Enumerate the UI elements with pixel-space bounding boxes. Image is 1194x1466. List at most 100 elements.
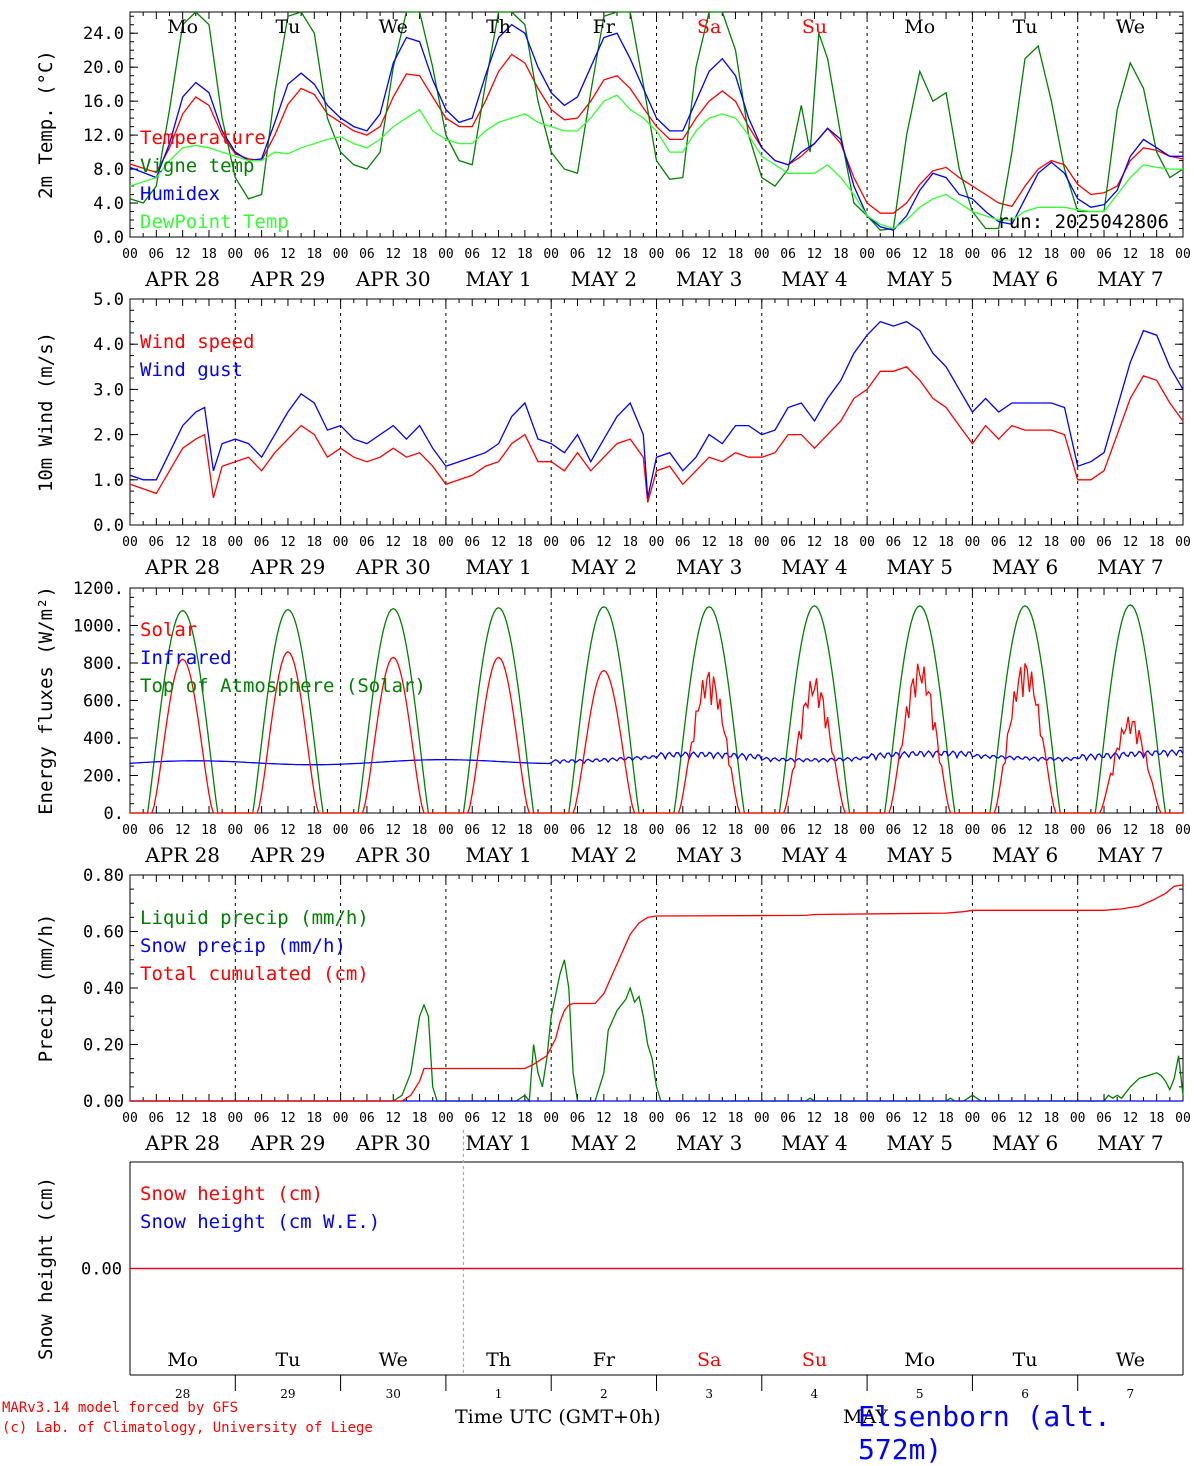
run-annotation: run: 2025042806 <box>997 211 1169 233</box>
date-label: APR 29 <box>250 267 326 291</box>
hour-tick-label: 06 <box>675 1111 691 1126</box>
date-label: MAY 2 <box>571 267 637 291</box>
day-abbr: We <box>379 1349 408 1371</box>
day-abbr: Mo <box>167 1349 198 1371</box>
date-label: MAY 6 <box>992 267 1058 291</box>
hour-tick-label: 18 <box>1149 535 1165 550</box>
series-line <box>130 651 1183 814</box>
y-tick-label: 0.40 <box>83 979 124 999</box>
day-abbr: We <box>1116 16 1145 38</box>
hour-tick-label: 00 <box>1070 1111 1086 1126</box>
date-label: MAY 1 <box>465 1131 531 1155</box>
hour-tick-label: 00 <box>859 247 875 262</box>
date-label: MAY 4 <box>781 555 847 579</box>
hour-tick-label: 06 <box>148 1111 164 1126</box>
hour-tick-label: 18 <box>412 823 428 838</box>
hour-tick-label: 06 <box>148 247 164 262</box>
hour-tick-label: 06 <box>1096 1111 1112 1126</box>
y-axis-label: 2m Temp. (°C) <box>35 50 57 199</box>
hour-tick-label: 12 <box>807 1111 823 1126</box>
hour-tick-label: 12 <box>280 823 296 838</box>
hour-tick-label: 12 <box>1017 1111 1033 1126</box>
hour-tick-label: 12 <box>175 823 191 838</box>
date-label: APR 30 <box>355 843 431 867</box>
date-label: MAY 3 <box>676 267 742 291</box>
snow-panel: 0.00 Snow height (cm) Snow height (cm) Snow… <box>35 1130 1184 1401</box>
hour-tick-label: 06 <box>254 535 270 550</box>
hour-tick-label: 00 <box>649 535 665 550</box>
date-label: MAY 6 <box>992 1131 1058 1155</box>
y-tick-label: 600. <box>83 692 124 712</box>
date-label: MAY 1 <box>465 843 531 867</box>
y-tick-label: 1.0 <box>93 471 124 491</box>
hour-tick-label: 18 <box>833 1111 849 1126</box>
legend-item: Temperature <box>140 127 266 149</box>
date-label: APR 28 <box>144 267 220 291</box>
hour-tick-label: 00 <box>543 247 559 262</box>
hour-tick-label: 12 <box>280 1111 296 1126</box>
date-label: APR 30 <box>355 1131 431 1155</box>
date-label: MAY 6 <box>992 843 1058 867</box>
hour-tick-label: 18 <box>412 247 428 262</box>
hour-tick-label: 18 <box>622 823 638 838</box>
hour-tick-label: 00 <box>438 1111 454 1126</box>
y-tick-label: 400. <box>83 729 124 749</box>
hour-tick-label: 06 <box>464 247 480 262</box>
series-line <box>129 11 1184 231</box>
hour-tick-label: 00 <box>1175 1111 1191 1126</box>
hour-tick-label: 18 <box>833 535 849 550</box>
y-tick-label: 20.0 <box>83 58 124 78</box>
series-line <box>130 959 1184 1103</box>
y-tick-label: 1200. <box>73 579 124 599</box>
hour-tick-label: 00 <box>859 823 875 838</box>
y-tick-label: 800. <box>83 654 124 674</box>
legend-item: Snow height (cm W.E.) <box>140 1211 380 1233</box>
hour-tick-label: 00 <box>227 535 243 550</box>
y-axis-label: Snow height (cm) <box>35 1177 57 1360</box>
temperature-panel: 0.0 4.0 8.0 12.0 16.0 20.0 24.0 2m Temp. (°C) 00… <box>35 11 1191 291</box>
hour-tick-label: 00 <box>227 1111 243 1126</box>
hour-tick-label: 06 <box>254 1111 270 1126</box>
hour-tick-label: 00 <box>333 535 349 550</box>
hour-tick-label: 18 <box>1044 823 1060 838</box>
date-label: MAY 2 <box>571 1131 637 1155</box>
day-abbr: Tu <box>1013 16 1038 38</box>
hour-tick-label: 06 <box>991 247 1007 262</box>
hour-tick-label: 18 <box>833 247 849 262</box>
date-label: APR 29 <box>250 555 326 579</box>
y-tick-label: 0.00 <box>83 1092 124 1112</box>
hour-tick-label: 12 <box>1017 247 1033 262</box>
hour-tick-label: 12 <box>1017 535 1033 550</box>
date-label: MAY 6 <box>992 555 1058 579</box>
hour-tick-label: 18 <box>938 823 954 838</box>
y-axis-label: Energy fluxes (W/m²) <box>35 586 57 815</box>
date-label: APR 28 <box>144 555 220 579</box>
hour-tick-label: 18 <box>306 1111 322 1126</box>
day-number: 29 <box>280 1387 295 1401</box>
hour-tick-label: 00 <box>1070 247 1086 262</box>
hour-tick-label: 12 <box>596 1111 612 1126</box>
hour-tick-label: 18 <box>728 247 744 262</box>
day-number: 28 <box>175 1387 190 1401</box>
hour-tick-label: 12 <box>385 247 401 262</box>
series-line <box>129 94 1183 230</box>
hour-tick-label: 00 <box>543 535 559 550</box>
day-abbr: Sa <box>697 16 721 38</box>
hour-tick-label: 12 <box>385 1111 401 1126</box>
y-tick-label: 0.0 <box>93 228 124 248</box>
day-abbr: Fr <box>593 16 616 38</box>
hour-tick-label: 12 <box>807 823 823 838</box>
y-tick-label: 4.0 <box>93 194 124 214</box>
hour-tick-label: 18 <box>1149 1111 1165 1126</box>
series-line <box>129 53 1184 214</box>
hour-tick-label: 00 <box>1175 535 1191 550</box>
legend-item: Wind gust <box>140 359 243 381</box>
hour-tick-label: 00 <box>333 247 349 262</box>
hour-tick-label: 18 <box>412 1111 428 1126</box>
y-tick-label: 1000. <box>73 617 124 637</box>
hour-tick-label: 06 <box>675 247 691 262</box>
legend-item: Infrared <box>140 647 232 669</box>
hour-tick-label: 18 <box>1044 1111 1060 1126</box>
date-label: MAY 5 <box>887 843 953 867</box>
